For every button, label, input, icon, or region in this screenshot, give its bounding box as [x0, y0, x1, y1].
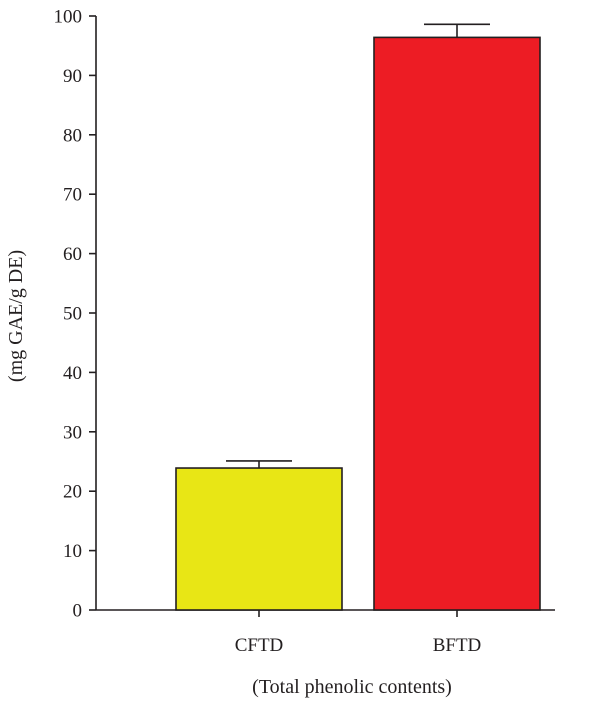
error-bars [226, 23, 490, 469]
y-tick-label: 50 [63, 304, 82, 325]
y-tick-label: 20 [63, 482, 82, 503]
y-tick-label: 0 [73, 601, 83, 622]
y-tick-label: 60 [63, 244, 82, 265]
bars [175, 36, 541, 611]
y-tick-label: 100 [54, 7, 83, 28]
y-tick-label: 40 [63, 363, 82, 384]
y-tick-label: 70 [63, 185, 82, 206]
y-tick-label: 90 [63, 66, 82, 87]
x-tick-labels: CFTD BFTD [235, 635, 482, 656]
y-tick-label: 30 [63, 422, 82, 443]
bar-cftd [175, 467, 343, 611]
x-tick-label-bftd: BFTD [433, 635, 482, 656]
y-axis: 0 10 20 30 40 50 60 70 80 90 100 [54, 7, 97, 622]
bar-bftd [373, 36, 541, 611]
x-axis [96, 609, 555, 617]
x-axis-title: (Total phenolic contents) [252, 676, 452, 698]
y-tick-label: 80 [63, 125, 82, 146]
x-tick-label-cftd: CFTD [235, 635, 284, 656]
y-tick-label: 10 [63, 541, 82, 562]
y-axis-title: (mg GAE/g DE) [5, 250, 27, 382]
